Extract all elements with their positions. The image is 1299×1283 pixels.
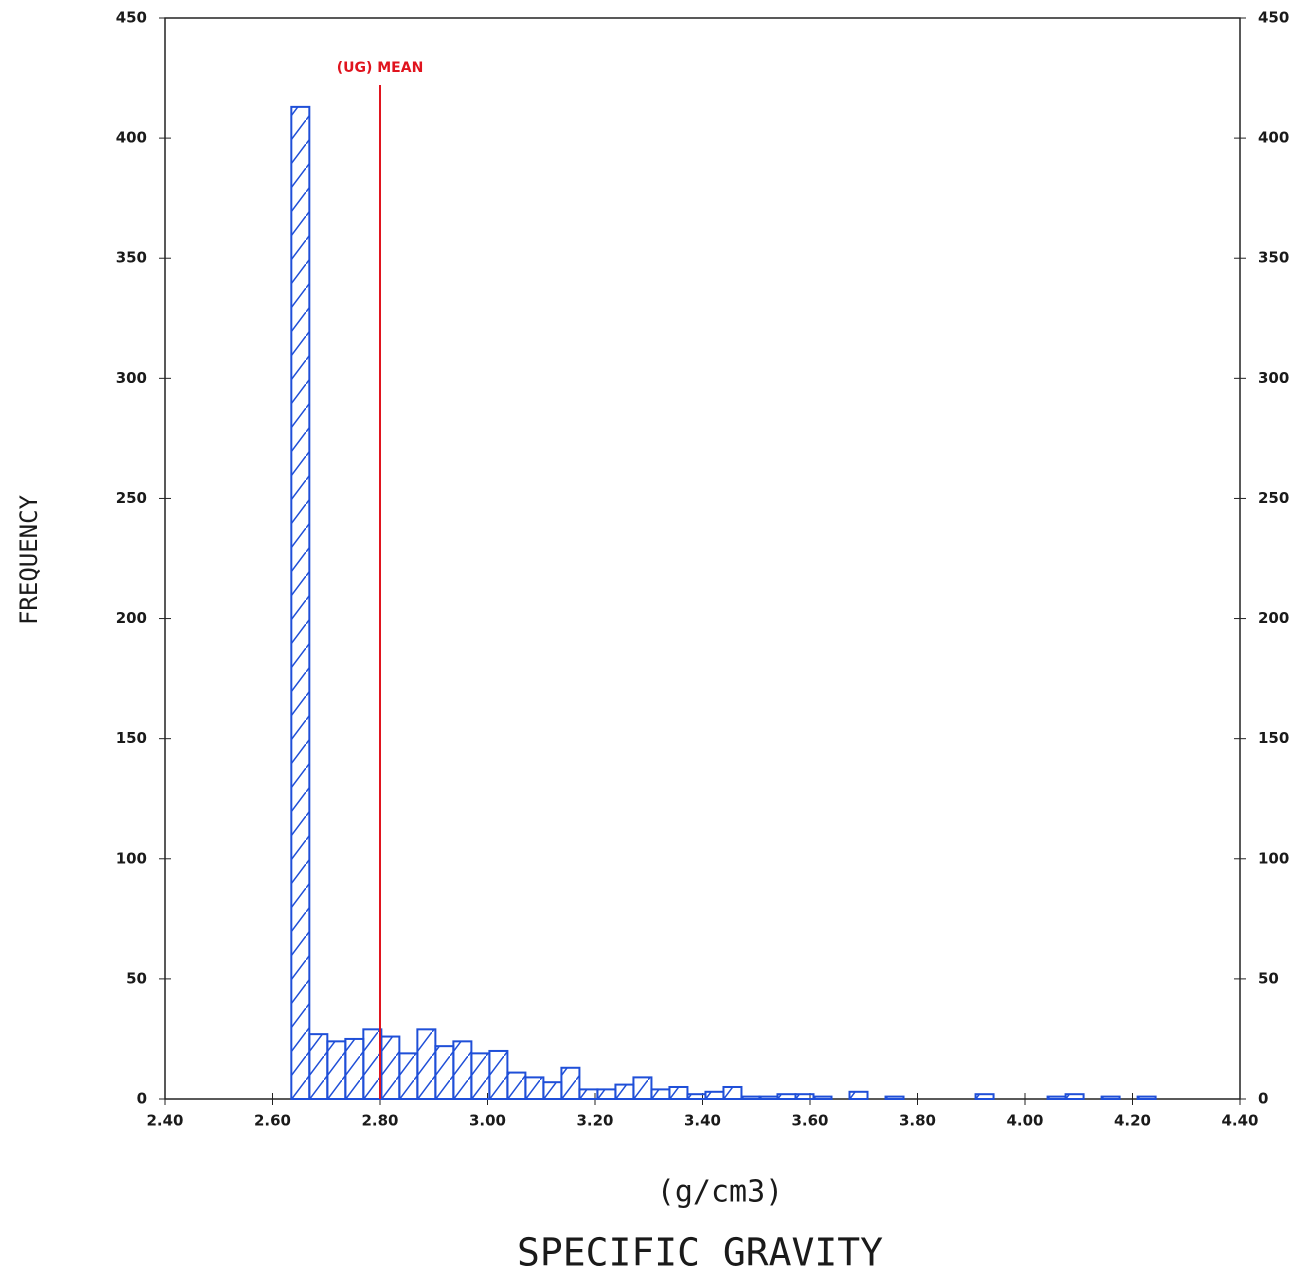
y-tick-label: 100	[116, 849, 147, 867]
y2-tick-label: 200	[1258, 609, 1289, 627]
bar	[884, 1095, 905, 1101]
x-tick-label: 4.20	[1114, 1112, 1151, 1130]
x-tick-label: 3.60	[791, 1112, 828, 1130]
bar	[794, 1093, 815, 1101]
y-axis-label: FREQUENCY	[15, 494, 43, 625]
x-axis-label: (g/cm3)	[657, 1175, 783, 1210]
y2-tick-label: 350	[1258, 249, 1289, 267]
bar	[848, 1090, 869, 1101]
y2-tick-label: 250	[1258, 489, 1289, 507]
x-tick-label: 2.80	[361, 1112, 398, 1130]
x-tick-label: 2.60	[254, 1112, 291, 1130]
bar	[632, 1076, 653, 1101]
bar	[740, 1095, 761, 1101]
x-tick-label: 3.80	[899, 1112, 936, 1130]
bar	[722, 1085, 743, 1101]
y2-tick-label: 450	[1258, 9, 1289, 27]
y-tick-label: 450	[116, 9, 147, 27]
bar	[1100, 1095, 1121, 1101]
mean-label: (UG) MEAN	[337, 60, 424, 76]
x-tick-label: 3.00	[469, 1112, 506, 1130]
bar	[470, 1052, 491, 1101]
bar	[704, 1090, 725, 1101]
y-tick-label: 350	[116, 249, 147, 267]
bar	[1046, 1095, 1067, 1101]
bar	[1136, 1095, 1157, 1101]
y2-tick-label: 300	[1258, 369, 1289, 387]
bar	[398, 1052, 419, 1101]
bar	[380, 1035, 401, 1101]
bar	[974, 1093, 995, 1101]
bar	[452, 1040, 473, 1101]
bar	[344, 1037, 365, 1101]
bar	[1064, 1093, 1085, 1101]
x-tick-label: 3.40	[684, 1112, 721, 1130]
y2-tick-label: 50	[1258, 969, 1279, 987]
y2-tick-label: 0	[1258, 1090, 1268, 1108]
bar	[308, 1033, 329, 1101]
y-tick-label: 250	[116, 489, 147, 507]
bar	[758, 1095, 779, 1101]
plot-frame	[164, 17, 1241, 1100]
bar	[560, 1066, 581, 1101]
bar	[542, 1081, 563, 1101]
bar	[416, 1028, 437, 1101]
y-tick-label: 400	[116, 129, 147, 147]
bar	[812, 1095, 833, 1101]
bar	[290, 105, 311, 1101]
y-tick-label: 0	[137, 1090, 147, 1108]
x-tick-label: 4.00	[1006, 1112, 1043, 1130]
bar	[488, 1049, 509, 1101]
x-tick-label: 3.20	[576, 1112, 613, 1130]
bar	[362, 1028, 383, 1101]
bar	[614, 1083, 635, 1101]
y-tick-label: 50	[126, 969, 147, 987]
bar	[668, 1085, 689, 1101]
bar	[506, 1071, 527, 1101]
bar	[776, 1093, 797, 1101]
y-tick-label: 150	[116, 729, 147, 747]
bar	[326, 1040, 347, 1101]
bar	[650, 1088, 671, 1101]
bar	[596, 1088, 617, 1101]
y-tick-label: 300	[116, 369, 147, 387]
y2-tick-label: 150	[1258, 729, 1289, 747]
bar	[524, 1076, 545, 1101]
y2-tick-label: 400	[1258, 129, 1289, 147]
chart-title: SPECIFIC GRAVITY	[517, 1231, 883, 1275]
bar	[578, 1088, 599, 1101]
bar	[434, 1045, 455, 1101]
x-tick-label: 2.40	[146, 1112, 183, 1130]
bar	[686, 1093, 707, 1101]
y2-tick-label: 100	[1258, 849, 1289, 867]
x-tick-label: 4.40	[1221, 1112, 1258, 1130]
y-tick-label: 200	[116, 609, 147, 627]
